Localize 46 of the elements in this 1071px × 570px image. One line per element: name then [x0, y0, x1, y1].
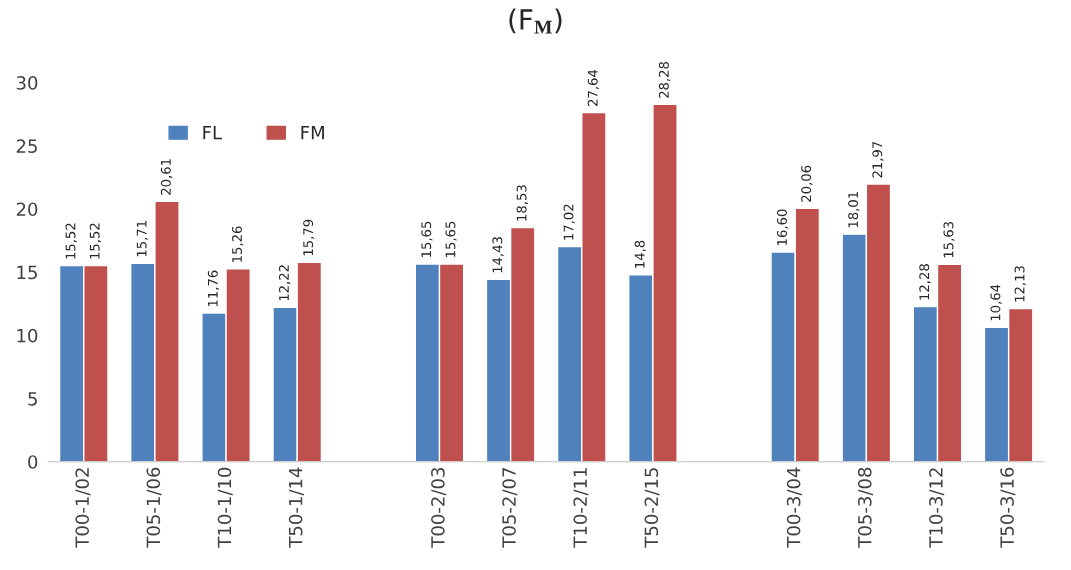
- y-tick-label: 10: [17, 328, 38, 343]
- data-label: 16,60: [776, 209, 789, 245]
- data-label: 15,65: [445, 221, 457, 257]
- x-tick-label: T10-3/12: [929, 468, 945, 548]
- data-label: 17,02: [563, 204, 575, 240]
- data-label: 15,79: [303, 219, 315, 256]
- data-label: 12,28: [919, 264, 931, 300]
- legend-label: FL: [203, 125, 222, 140]
- data-label: 15,26: [232, 226, 244, 262]
- y-tick-label: 5: [28, 392, 37, 406]
- y-tick-label: 25: [16, 139, 37, 153]
- data-label: 15,65: [421, 221, 433, 257]
- data-label: 18,01: [848, 192, 860, 228]
- x-tick-label: T00-2/03: [431, 468, 447, 548]
- data-label: 12,13: [1014, 266, 1026, 302]
- data-label: 18,53: [516, 185, 528, 221]
- x-tick-label: T50-2/15: [644, 468, 660, 548]
- data-label: 10,64: [990, 284, 1002, 321]
- data-label: 20,06: [801, 165, 813, 202]
- y-tick-label: 30: [16, 76, 38, 90]
- data-label: 27,64: [587, 69, 600, 106]
- data-label: 12,22: [278, 265, 291, 301]
- y-tick-label: 0: [28, 455, 38, 469]
- legend-label: FM: [301, 125, 324, 140]
- data-label: 14,8: [634, 240, 647, 268]
- data-label: 21,97: [872, 141, 884, 178]
- data-label: 11,76: [207, 270, 220, 307]
- x-tick-label: T10-2/11: [573, 468, 589, 548]
- x-tick-label: T50-1/14: [288, 467, 304, 548]
- data-label: 20,61: [160, 159, 173, 195]
- chart-title: (F$_{M}$): [509, 8, 562, 34]
- y-tick-label: 20: [16, 202, 38, 217]
- data-label: 14,43: [492, 237, 504, 273]
- x-tick-label: T05-2/07: [502, 468, 518, 548]
- y-tick-label: 15: [17, 265, 37, 280]
- x-tick-label: T00-3/04: [786, 467, 802, 548]
- x-tick-label: T00-1/02: [75, 468, 91, 548]
- x-tick-label: T50-3/16: [1000, 467, 1016, 548]
- data-label: 15,71: [136, 221, 148, 257]
- x-tick-label: T05-1/06: [146, 467, 162, 548]
- data-label: 28,28: [658, 61, 671, 98]
- data-label: 15,52: [89, 223, 102, 259]
- data-label: 15,52: [65, 223, 77, 259]
- x-tick-label: T05-3/08: [857, 467, 874, 548]
- x-tick-label: T10-1/10: [217, 467, 233, 548]
- data-label: 15,63: [943, 221, 955, 258]
